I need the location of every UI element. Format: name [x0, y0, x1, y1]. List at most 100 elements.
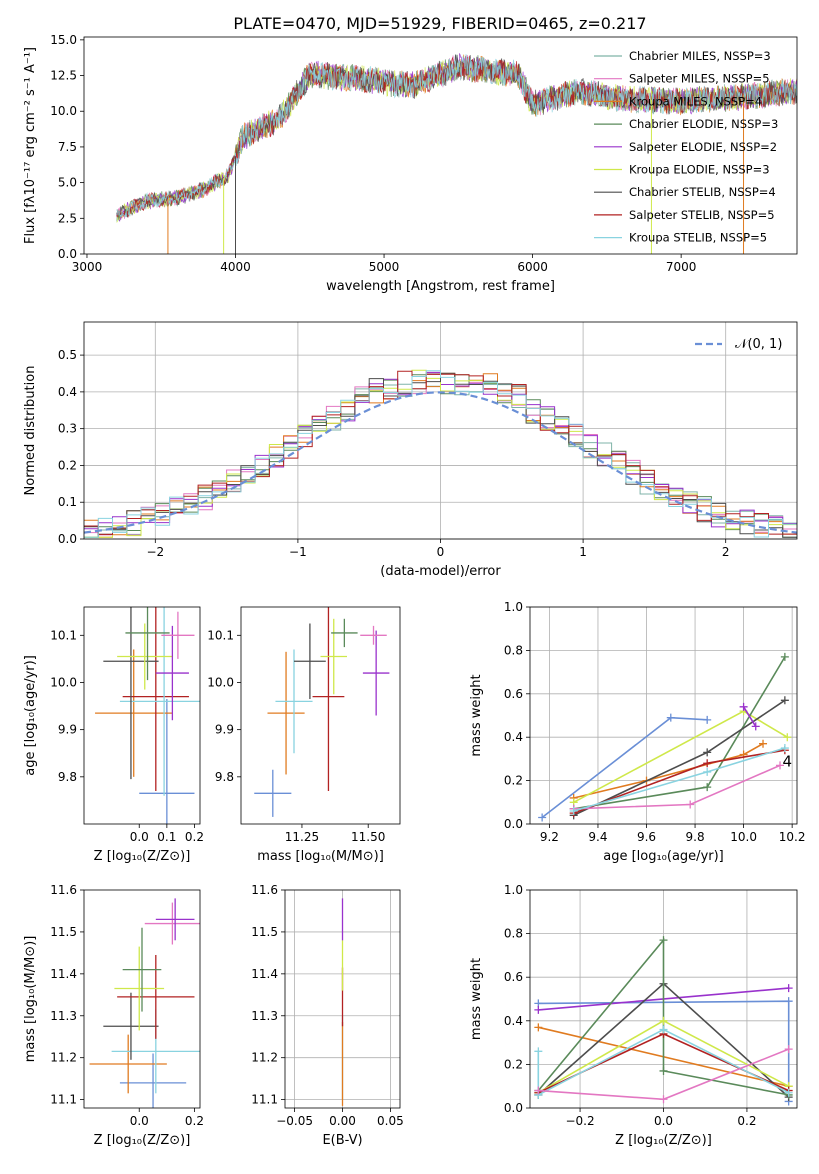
- normal-reference-curve: [84, 391, 797, 534]
- y-tick-label: 1.0: [504, 883, 523, 897]
- plot-area: [84, 369, 797, 538]
- data-point: [144, 902, 200, 945]
- y-tick-label: 11.5: [50, 925, 77, 939]
- plus-marker: [534, 1086, 543, 1095]
- chart-mass-weight-vs-Z: −0.2 0.0 0.2 0.0 0.2 0.4 0.6 0.8 1.0 Z [log₁₀(Z/Z…: [469, 883, 798, 1148]
- legend: Chabrier MILES, NSSP=3 Salpeter MILES, NS…: [594, 49, 778, 245]
- x-tick-label: 5000: [369, 260, 400, 274]
- x-tick-label: 11.25: [285, 830, 319, 844]
- legend-label: Chabrier ELODIE, NSSP=3: [629, 117, 778, 131]
- x-tick-label: 0.0: [654, 1114, 673, 1128]
- y-tick-label: 0.2: [58, 458, 77, 472]
- y-tick-label: 11.1: [251, 1093, 278, 1107]
- legend-label: Kroupa STELIB, NSSP=5: [629, 231, 767, 245]
- x-tick-label: −1: [289, 545, 307, 559]
- x-axis-label: (data-model)/error: [380, 564, 501, 579]
- y-tick-label: 9.9: [58, 723, 77, 737]
- y-tick-label: 0.5: [58, 348, 77, 362]
- plus-marker: [784, 1088, 793, 1097]
- data-point: [114, 946, 165, 1031]
- data-point: [117, 954, 195, 1039]
- y-tick-label: 11.4: [50, 967, 77, 981]
- plus-marker: [659, 1025, 668, 1034]
- x-tick-label: −2: [146, 545, 164, 559]
- plus-marker: [784, 984, 793, 993]
- weight-line: [742, 706, 757, 727]
- y-axis-label: Flux [fλ10⁻¹⁷ erg cm⁻² s⁻¹ A⁻¹]: [23, 47, 38, 244]
- plus-marker: [703, 759, 712, 768]
- x-axis-label: Z [log₁₀(Z/Z⊙)]: [94, 849, 191, 864]
- plot-area: [95, 607, 200, 824]
- data-point: [139, 698, 195, 824]
- plus-marker: [783, 733, 792, 742]
- x-tick-label: 0.2: [185, 1114, 204, 1128]
- axes-frame: [284, 889, 401, 1109]
- y-tick-label: 10.0: [50, 104, 77, 118]
- data-point: [331, 618, 358, 648]
- data-point: [103, 992, 159, 1060]
- x-tick-label: 0.00: [329, 1114, 356, 1128]
- x-tick-label: 0.05: [377, 1114, 404, 1128]
- data-point: [362, 630, 390, 716]
- x-tick-label: 0.0: [130, 830, 149, 844]
- y-tick-label: 9.9: [215, 723, 234, 737]
- data-point: [103, 607, 159, 780]
- x-tick-label: 0.2: [737, 1114, 756, 1128]
- x-tick-label: 10.2: [779, 830, 806, 844]
- data-point: [254, 769, 292, 817]
- axes-frame: [240, 606, 401, 825]
- y-tick-label: 0.4: [504, 730, 523, 744]
- y-axis-label: mass weight: [469, 674, 484, 756]
- x-tick-label: 9.8: [686, 830, 705, 844]
- y-tick-label: 0.2: [504, 1057, 523, 1071]
- y-tick-label: 11.2: [251, 1051, 278, 1065]
- x-tick-label: 1: [579, 545, 587, 559]
- weight-series: [569, 696, 789, 820]
- x-tick-label: 3000: [72, 260, 103, 274]
- y-tick-label: 1.0: [504, 600, 523, 614]
- plus-marker: [534, 1023, 543, 1032]
- chart-residual-histogram: −2 −1 0 1 2 0.0 0.1 0.2 0.3 0.4 0.5 (data-model)/er…: [23, 321, 798, 579]
- plus-marker: [703, 715, 712, 724]
- y-axis-label: Normed distribution: [23, 366, 38, 496]
- plus-marker: [659, 1066, 668, 1075]
- plus-marker: [534, 1047, 543, 1056]
- x-tick-label: 2: [722, 545, 730, 559]
- weight-line: [573, 747, 786, 812]
- plus-marker: [569, 806, 578, 815]
- x-axis-label: age [log₁₀(age/yr)]: [603, 849, 724, 864]
- plus-marker: [538, 813, 547, 822]
- y-tick-label: 11.3: [251, 1009, 278, 1023]
- weight-series: [534, 1045, 793, 1104]
- x-tick-label: 7000: [666, 260, 697, 274]
- plot-area: [538, 652, 792, 822]
- data-point: [122, 607, 189, 791]
- weight-series: [534, 1025, 793, 1099]
- y-tick-label: 15.0: [50, 33, 77, 47]
- legend-label: Salpeter STELIB, NSSP=5: [629, 208, 775, 222]
- figure-title: PLATE=0470, MJD=51929, FIBERID=0465, z=0…: [233, 14, 646, 33]
- legend-label: Kroupa ELODIE, NSSP=3: [629, 163, 770, 177]
- x-tick-label: −0.05: [276, 1114, 313, 1128]
- data-point: [267, 651, 305, 775]
- x-tick-label: 9.6: [637, 830, 656, 844]
- axes-frame: [83, 36, 798, 255]
- plus-marker: [703, 783, 712, 792]
- axes-frame: [529, 889, 798, 1109]
- weight-line: [537, 937, 789, 1096]
- weight-line: [537, 1028, 790, 1097]
- data-point: [117, 623, 173, 690]
- plot-area: [534, 936, 793, 1106]
- x-tick-label: 0: [437, 545, 445, 559]
- legend-label: Chabrier STELIB, NSSP=4: [629, 185, 776, 199]
- axes-frame: [83, 889, 201, 1109]
- legend-label: Salpeter MILES, NSSP=5: [629, 72, 770, 86]
- legend-label: Kroupa MILES, NSSP=4: [629, 94, 762, 108]
- weight-series: [739, 702, 760, 731]
- y-tick-label: 0.0: [504, 817, 523, 831]
- y-axis-label: age [log₁₀(age/yr)]: [23, 655, 38, 776]
- x-axis-label: mass [log₁₀(M/M⊙)]: [257, 849, 384, 864]
- x-tick-label: 9.2: [540, 830, 559, 844]
- y-tick-label: 9.8: [58, 770, 77, 784]
